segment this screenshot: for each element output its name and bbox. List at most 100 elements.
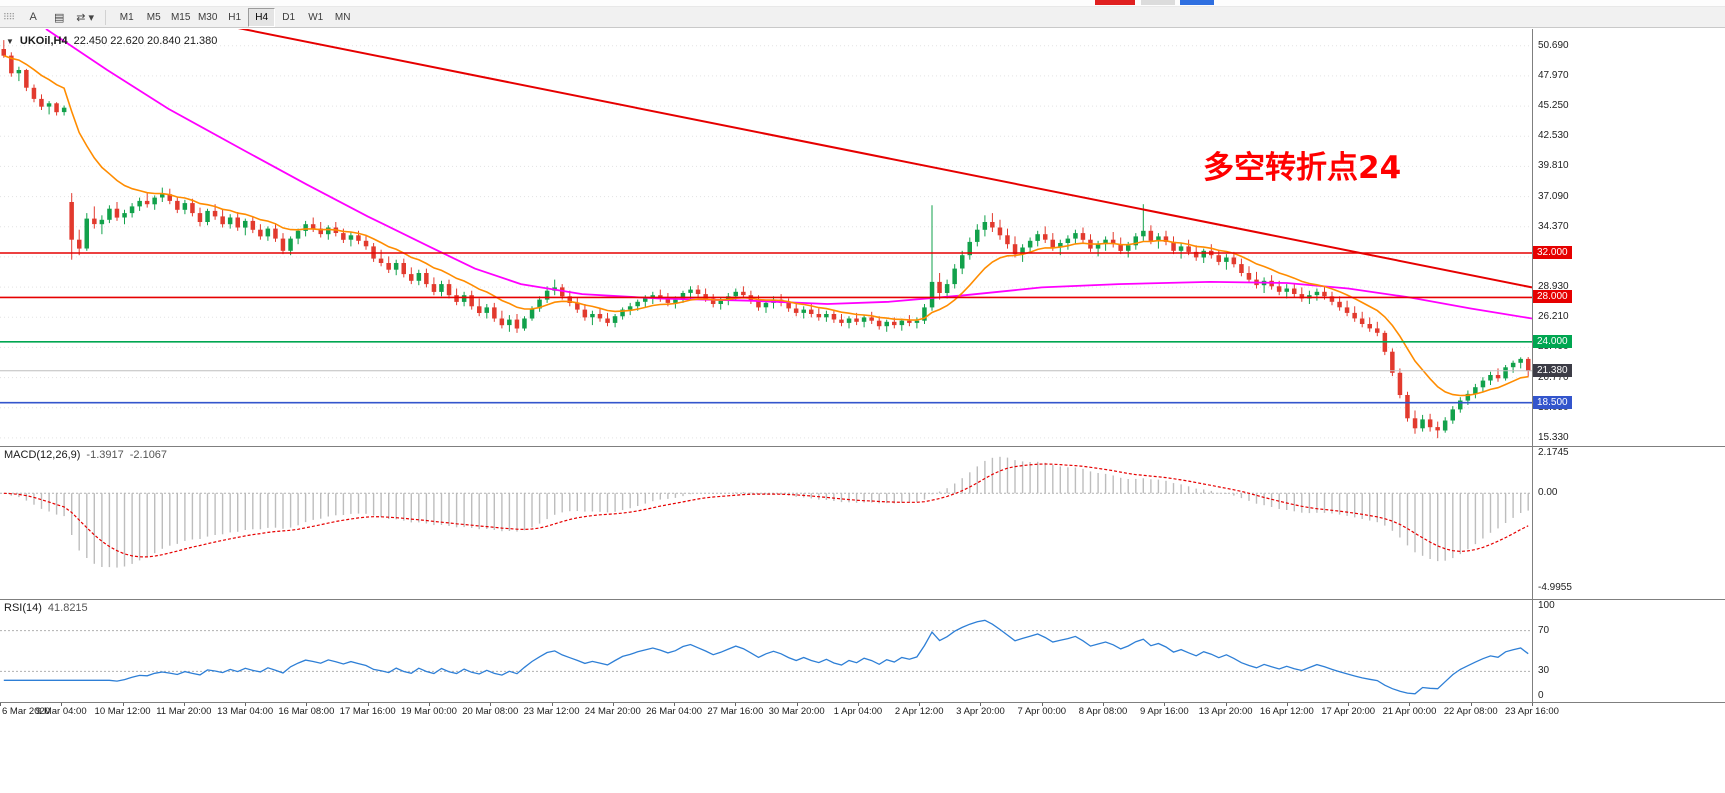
macd-signal-value: -2.1067 bbox=[129, 449, 168, 461]
time-axis-label: 9 Apr 16:00 bbox=[1140, 706, 1189, 717]
red-window-fragment bbox=[1095, 0, 1135, 5]
chart-annotation-text: 多空转折点24 bbox=[1203, 150, 1402, 186]
price-level-tag[interactable]: 18.500 bbox=[1533, 395, 1572, 409]
text-tool-button[interactable]: A bbox=[29, 11, 37, 23]
background-window-strip bbox=[0, 0, 1725, 7]
time-tick bbox=[919, 703, 921, 706]
price-axis-label: 39.810 bbox=[1538, 160, 1569, 172]
timeframe-button-H1[interactable]: H1 bbox=[228, 11, 242, 23]
ohlc-values: 22.450 22.620 20.840 21.380 bbox=[73, 35, 218, 47]
scale-border bbox=[1532, 29, 1533, 703]
time-axis-label: 1 Apr 04:00 bbox=[833, 706, 883, 717]
time-axis-label: 23 Apr 16:00 bbox=[1505, 706, 1559, 717]
price-axis-label: 47.970 bbox=[1538, 69, 1569, 81]
time-axis-label: 17 Mar 16:00 bbox=[339, 706, 396, 717]
price-level-tag[interactable]: 24.000 bbox=[1533, 334, 1572, 348]
time-tick bbox=[980, 703, 982, 706]
price-level-tag[interactable]: 28.000 bbox=[1533, 290, 1572, 304]
panel-divider[interactable] bbox=[0, 599, 1725, 600]
time-axis-label: 13 Apr 20:00 bbox=[1198, 706, 1253, 717]
time-axis-label: 26 Mar 04:00 bbox=[646, 706, 703, 717]
time-tick bbox=[490, 703, 492, 706]
time-tick bbox=[1041, 703, 1043, 706]
macd-axis-label: -4.9955 bbox=[1538, 581, 1572, 593]
time-tick bbox=[1164, 703, 1166, 706]
price-axis-label: 20.770 bbox=[1538, 371, 1569, 383]
time-tick bbox=[61, 703, 63, 706]
rsi-header: RSI(14) 41.8215 bbox=[4, 602, 88, 614]
time-tick bbox=[612, 703, 614, 706]
macd-axis-label: 2.1745 bbox=[1538, 447, 1569, 458]
time-axis-label: 19 Mar 00:00 bbox=[400, 706, 457, 717]
price-axis-label: 50.690 bbox=[1538, 39, 1569, 51]
toolbar-grip-icon[interactable]: ⠿⠿ bbox=[3, 11, 15, 22]
price-chart-panel[interactable]: ▼ UKOil,H4 22.450 22.620 20.840 21.380 多… bbox=[0, 29, 1532, 446]
symbol-period-label: UKOil,H4 bbox=[19, 35, 68, 47]
time-axis-label: 16 Mar 08:00 bbox=[278, 706, 335, 717]
price-axis-label: 26.210 bbox=[1538, 311, 1569, 323]
current-price-tag: 21.380 bbox=[1533, 363, 1572, 377]
panel-divider[interactable] bbox=[0, 702, 1725, 703]
time-tick bbox=[1286, 703, 1288, 706]
price-level-tag[interactable]: 32.000 bbox=[1533, 246, 1572, 260]
time-axis-label: 27 Mar 16:00 bbox=[707, 706, 764, 717]
rsi-axis[interactable]: 100 70 30 0 bbox=[1533, 600, 1725, 702]
chart-title: ▼ UKOil,H4 22.450 22.620 20.840 21.380 bbox=[6, 35, 217, 47]
macd-axis[interactable]: 2.1745 0.00 -4.9955 bbox=[1533, 447, 1725, 599]
time-tick bbox=[674, 703, 676, 706]
price-axis-label: 45.250 bbox=[1538, 100, 1569, 112]
time-axis-label: 24 Mar 20:00 bbox=[584, 706, 641, 717]
time-axis-label: 23 Mar 12:00 bbox=[523, 706, 580, 717]
time-axis-label: 3 Apr 20:00 bbox=[956, 706, 1005, 717]
blue-window-fragment bbox=[1180, 0, 1214, 5]
time-axis-label: 22 Apr 08:00 bbox=[1443, 706, 1498, 717]
macd-label: MACD(12,26,9) bbox=[4, 449, 81, 461]
time-tick bbox=[428, 703, 430, 706]
time-tick bbox=[367, 703, 369, 706]
macd-header: MACD(12,26,9) -1.3917 -2.1067 bbox=[4, 449, 167, 461]
rsi-panel[interactable]: RSI(14) 41.8215 bbox=[0, 600, 1532, 702]
chart-mode-button[interactable]: ▤ bbox=[53, 11, 65, 24]
time-axis[interactable]: 6 Mar 2020 9 Mar 04:00 10 Mar 12:00 11 Mar … bbox=[0, 703, 1725, 719]
timeframe-button-H4[interactable]: H4 bbox=[248, 7, 276, 27]
time-axis-label: 21 Apr 00:00 bbox=[1382, 706, 1437, 717]
time-tick bbox=[183, 703, 185, 706]
price-axis-label: 37.090 bbox=[1538, 190, 1569, 202]
macd-value: -1.3917 bbox=[86, 449, 124, 461]
price-axis[interactable]: 50.690 47.970 45.250 42.530 39.810 37.090 34.3… bbox=[1533, 29, 1725, 446]
time-tick bbox=[1409, 703, 1411, 706]
price-axis-label: 34.370 bbox=[1538, 220, 1569, 232]
timeframe-buttons: M1 M5 M15 M30 H1 H4 D1 W1 MN bbox=[113, 7, 356, 27]
time-axis-label: 11 Mar 20:00 bbox=[156, 706, 212, 717]
price-axis-label: 15.330 bbox=[1538, 431, 1569, 443]
timeframe-button-M5[interactable]: M5 bbox=[146, 11, 161, 23]
time-tick bbox=[796, 703, 798, 706]
time-axis-label: 10 Mar 12:00 bbox=[94, 706, 151, 717]
macd-panel[interactable]: MACD(12,26,9) -1.3917 -2.1067 bbox=[0, 447, 1532, 599]
time-tick bbox=[306, 703, 308, 706]
timeframe-button-M30[interactable]: M30 bbox=[197, 11, 218, 23]
toolbar-separator bbox=[105, 9, 107, 25]
timeframe-button-D1[interactable]: D1 bbox=[282, 11, 296, 23]
toolbar-tools: A ▤ ⇄ ▾ bbox=[20, 8, 98, 27]
time-tick bbox=[0, 703, 1, 706]
time-tick bbox=[1470, 703, 1472, 706]
panel-divider[interactable] bbox=[0, 446, 1725, 447]
time-axis-label: 9 Mar 04:00 bbox=[35, 706, 87, 717]
symbols-cycle-button[interactable]: ⇄ ▾ bbox=[76, 11, 95, 24]
rsi-value: 41.8215 bbox=[47, 602, 88, 614]
timeframe-button-W1[interactable]: W1 bbox=[308, 11, 324, 23]
time-axis-label: 8 Apr 08:00 bbox=[1078, 706, 1128, 717]
time-axis-label: 30 Mar 20:00 bbox=[768, 706, 825, 717]
time-tick bbox=[551, 703, 553, 706]
rsi-label: RSI(14) bbox=[4, 602, 42, 614]
timeframe-button-M1[interactable]: M1 bbox=[119, 11, 134, 23]
symbol-dropdown-icon[interactable]: ▼ bbox=[6, 36, 14, 46]
time-axis-label: 6 Mar 2020 bbox=[2, 706, 51, 717]
timeframe-button-M15[interactable]: M15 bbox=[170, 11, 191, 23]
time-axis-label: 2 Apr 12:00 bbox=[894, 706, 944, 717]
time-axis-label: 16 Apr 12:00 bbox=[1259, 706, 1314, 717]
timeframe-button-MN[interactable]: MN bbox=[334, 11, 351, 23]
price-axis-label: 28.930 bbox=[1538, 281, 1569, 293]
price-axis-label: 42.530 bbox=[1538, 130, 1569, 142]
